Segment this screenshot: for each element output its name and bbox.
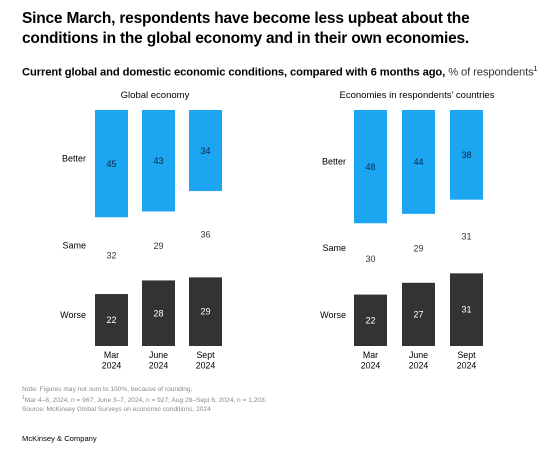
chart1-bar-sept-worse-label: 29 <box>200 307 210 317</box>
chart1-row-label-worse: Worse <box>60 310 86 320</box>
chart2-bar-mar-better <box>354 110 387 224</box>
chart2-row-label-same: Same <box>322 243 346 253</box>
chart2-bar-mar-same <box>353 222 388 295</box>
chart2-bar-june-better <box>402 110 435 214</box>
chart1-bar-june-same-label: 29 <box>153 241 163 251</box>
chart-subtitle: Current global and domestic economic con… <box>22 63 552 80</box>
chart1-bar-june-worse <box>142 279 175 346</box>
subtitle-footnote-mark: 1 <box>533 66 538 73</box>
chart1-bar-june-same <box>141 210 176 281</box>
chart2-row-label-better: Better <box>322 156 346 166</box>
chart2-bar-june-same <box>401 213 436 283</box>
chart2-category-mar: Mar 2024 <box>361 350 381 371</box>
chart1-row-label-same: Same <box>62 240 86 250</box>
chart1-title: Global economy <box>121 90 190 101</box>
chart2-bar-june-worse-label: 27 <box>413 309 423 319</box>
chart2-bar-mar-better-label: 48 <box>365 162 375 172</box>
note-footnote-mark: 1 <box>22 395 25 402</box>
chart2-bar-mar-worse-label: 22 <box>365 315 375 325</box>
note-rounding: Note: Figures may not sum to 100%, becau… <box>22 386 193 393</box>
chart2-bar-sept-worse <box>450 272 483 346</box>
chart2-bar-june-better-label: 44 <box>413 157 423 167</box>
chart2-bar-june-same-label: 29 <box>413 243 423 253</box>
chart1-bar-mar-better-label: 45 <box>106 159 116 169</box>
chart2-bar-sept-worse-label: 31 <box>461 305 471 315</box>
chart1-bar-mar-worse-label: 22 <box>106 315 116 325</box>
note-sample-sizes: 1Mar 4–8, 2024, n = 967; June 3–7, 2024,… <box>22 394 542 406</box>
publisher-footer: McKinsey & Company <box>22 434 97 443</box>
chart1-category-june: June 2024 <box>149 350 169 371</box>
chart1-bar-sept-better-label: 34 <box>200 146 210 156</box>
chart1-bar-mar-same-label: 32 <box>106 251 116 261</box>
chart2-bar-sept-better-label: 38 <box>461 150 471 160</box>
chart1-bar-june-worse-label: 28 <box>153 308 163 318</box>
chart2-bar-sept-same <box>449 199 484 274</box>
note-source: Source: McKinsey Global Surveys on econo… <box>22 406 211 413</box>
chart1-row-label-better: Better <box>62 154 86 164</box>
chart-notes: Note: Figures may not sum to 100%, becau… <box>22 386 542 414</box>
chart1-category-sept: Sept 2024 <box>196 350 216 371</box>
note-sample-sizes-text: Mar 4–8, 2024, n = 967; June 3–7, 2024, … <box>24 397 267 405</box>
chart1-bar-mar-same <box>94 216 129 295</box>
chart1-bar-june-better-label: 43 <box>153 156 163 166</box>
chart2-category-june: June 2024 <box>409 350 429 371</box>
chart2-bar-june-worse <box>402 282 435 346</box>
chart2-category-sept: Sept 2024 <box>457 350 477 371</box>
chart1-bar-mar-worse <box>95 293 128 346</box>
chart2-bar-mar-same-label: 30 <box>365 254 375 264</box>
chart1-bar-june-better <box>142 110 175 212</box>
chart-title: Since March, respondents have become les… <box>22 10 470 47</box>
chart1-bar-sept-same-label: 36 <box>200 229 210 239</box>
subtitle-text: Current global and domestic economic con… <box>22 66 446 79</box>
chart1-bar-sept-better <box>189 110 222 192</box>
chart1-bar-sept-worse <box>189 276 222 346</box>
chart1-bar-mar-better <box>95 110 128 218</box>
chart2-bar-sept-better <box>450 110 483 200</box>
chart1-bar-sept-same <box>188 190 223 278</box>
chart2-bar-mar-worse <box>354 294 387 346</box>
chart2-row-label-worse: Worse <box>320 310 346 320</box>
subtitle-unit: % of respondents <box>448 66 534 79</box>
chart1-category-mar: Mar 2024 <box>102 350 122 371</box>
chart2-bar-sept-same-label: 31 <box>461 232 471 242</box>
chart2-title: Economies in respondents' countries <box>340 90 495 101</box>
